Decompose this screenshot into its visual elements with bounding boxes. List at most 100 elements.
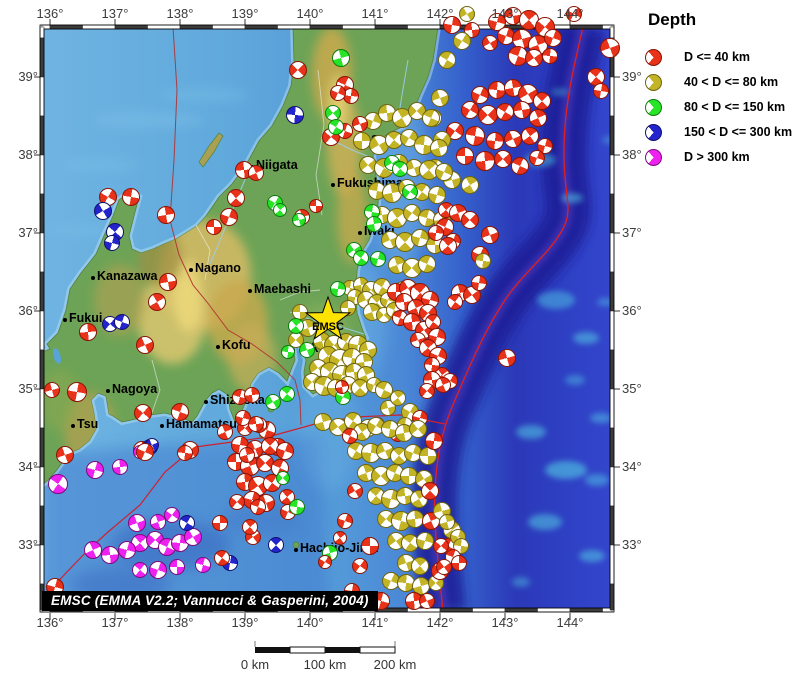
legend-ball-icon (645, 48, 662, 66)
city-dot-tsu (71, 424, 75, 428)
beachball (318, 555, 332, 569)
beachball (220, 208, 238, 226)
beachball (425, 432, 443, 450)
lat-label-right: 37° (622, 225, 642, 240)
beachball (475, 151, 495, 171)
beachball (447, 294, 463, 310)
beachball (288, 318, 304, 334)
beachball (67, 382, 87, 402)
beachball (184, 528, 202, 546)
beachball (478, 105, 498, 125)
beachball (48, 474, 68, 494)
beachball (409, 420, 427, 438)
beachball (148, 293, 166, 311)
beachball (465, 126, 485, 146)
lat-label-left: 34° (18, 459, 38, 474)
lat-label-left: 38° (18, 147, 38, 162)
beachball (159, 273, 177, 291)
beachball (134, 404, 152, 422)
beachball (206, 219, 222, 235)
lon-label-top: 143° (491, 6, 519, 21)
lat-label-left: 33° (18, 537, 38, 552)
beachball (330, 85, 346, 101)
beachball (157, 206, 175, 224)
city-dot-hamamatsu (160, 424, 164, 428)
city-label-nagano: Nagano (195, 261, 241, 275)
beachball (475, 253, 491, 269)
lon-label-top: 139° (231, 6, 259, 21)
beachball (428, 225, 444, 241)
city-label-nagoya: Nagoya (112, 382, 158, 396)
beachball (342, 428, 358, 444)
beachball (265, 394, 281, 410)
beachball (299, 342, 315, 358)
beachball (443, 16, 461, 34)
beachball (337, 513, 353, 529)
prefecture-borders (149, 69, 325, 419)
legend-item-label: D <= 40 km (684, 50, 751, 64)
legend-item: 80 < D <= 150 km (640, 96, 785, 118)
beachball (114, 314, 130, 330)
beachball (244, 387, 260, 403)
japan-sea-texture (50, 88, 250, 235)
beachball (481, 226, 499, 244)
beachball (496, 103, 514, 121)
beachball (513, 101, 531, 119)
beachball (273, 203, 287, 217)
beachball (521, 127, 539, 145)
beachball (435, 377, 451, 393)
beachball (248, 165, 264, 181)
beachball (227, 189, 245, 207)
scalebar-label: 200 km (373, 657, 417, 672)
beachball (422, 109, 440, 127)
city-label-hachijo-jima: Hachijo-Jima (300, 541, 378, 555)
beachball (486, 132, 504, 150)
beachball (419, 593, 435, 609)
beachball (566, 6, 582, 22)
beachball (544, 29, 562, 47)
sado-island (198, 132, 224, 168)
beachball (132, 562, 148, 578)
epicenter-star (304, 295, 352, 340)
beachball (333, 531, 347, 545)
beachball (340, 300, 356, 316)
beachball (171, 403, 189, 421)
beachball (416, 532, 434, 550)
legend-ball-icon (645, 123, 662, 141)
beachball (392, 161, 408, 177)
lon-label-top: 142° (426, 6, 454, 21)
legend-title: Depth (648, 10, 697, 29)
lat-label-left: 37° (18, 225, 38, 240)
lat-label-right: 33° (622, 537, 642, 552)
beachball (419, 383, 435, 399)
beachball (529, 150, 545, 166)
beachball (229, 494, 245, 510)
city-dot-maebashi (248, 289, 252, 293)
beachball (402, 184, 418, 200)
city-dot-hachijo-jima (294, 548, 298, 552)
lon-label-top: 144° (556, 6, 584, 21)
beachball (332, 49, 350, 67)
lon-label-bottom: 141° (361, 615, 389, 630)
lat-label-right: 39° (622, 69, 642, 84)
beachball (352, 558, 368, 574)
beachball (438, 51, 456, 69)
beachball (421, 482, 439, 500)
lon-label-top: 141° (361, 6, 389, 21)
beachball (330, 281, 346, 297)
lon-label-bottom: 144° (556, 615, 584, 630)
lon-label-top: 137° (101, 6, 129, 21)
lon-label-bottom: 140° (296, 615, 324, 630)
lon-label-bottom: 142° (426, 615, 454, 630)
city-dot-kofu (216, 345, 220, 349)
beachball (600, 38, 620, 58)
beachball (212, 515, 228, 531)
beachball (418, 255, 436, 273)
beachball (529, 109, 547, 127)
legend-item: D <= 40 km (640, 46, 750, 68)
city-dot-iwaki (358, 231, 362, 235)
beachball (239, 447, 255, 463)
city-dot-kanazawa (91, 276, 95, 280)
beachball (431, 89, 449, 107)
